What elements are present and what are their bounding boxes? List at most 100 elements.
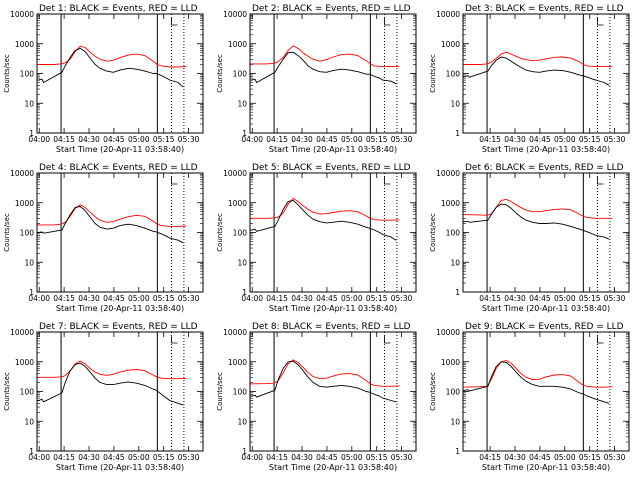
x-axis-label: Start Time (20-Apr-11 03:58:40) (269, 145, 397, 154)
x-tick-label: 05:00 (341, 294, 363, 303)
y-tick-label: 1 (29, 447, 34, 456)
events-series-line (250, 199, 397, 241)
x-tick-label: 04:30 (78, 453, 100, 462)
chart-title: Det 1: BLACK = Events, RED = LLD (39, 4, 198, 14)
events-series-line (37, 47, 184, 88)
x-tick-label: 04:30 (291, 453, 313, 462)
y-tick-label: 100 (446, 388, 461, 397)
x-tick-label: 05:30 (178, 135, 200, 144)
x-tick-label: 04:30 (504, 294, 526, 303)
x-tick-label: 04:45 (529, 453, 551, 462)
chart-title: Det 3: BLACK = Events, RED = LLD (465, 4, 624, 14)
x-tick-label: 04:00 (28, 294, 50, 303)
lld-series-line (462, 198, 613, 219)
interval-bracket (171, 336, 178, 344)
x-axis-label: Start Time (20-Apr-11 03:58:40) (269, 304, 397, 313)
y-tick-label: 10000 (10, 10, 34, 19)
plot-frame (249, 13, 417, 134)
y-tick-label: 10 (24, 258, 34, 267)
x-tick-label: 05:15 (579, 294, 601, 303)
x-tick-label: 05:30 (604, 453, 626, 462)
y-tick-label: 1 (242, 129, 247, 138)
y-tick-label: 10000 (223, 169, 247, 178)
y-tick-label: 10000 (436, 169, 460, 178)
x-tick-label: 05:00 (128, 453, 150, 462)
x-tick-label: 04:30 (291, 135, 313, 144)
y-tick-label: 10 (24, 99, 34, 108)
x-tick-label: 04:30 (78, 294, 100, 303)
x-tick-label: 04:15 (266, 294, 288, 303)
plot-frame (36, 13, 204, 134)
y-tick-label: 10000 (436, 10, 460, 19)
chart-title: Det 9: BLACK = Events, RED = LLD (465, 322, 624, 332)
y-tick-label: 100 (233, 70, 248, 79)
chart-title: Det 4: BLACK = Events, RED = LLD (39, 163, 198, 173)
x-tick-label: 04:00 (241, 135, 263, 144)
plot-frame (249, 331, 417, 452)
y-tick-label: 1 (242, 447, 247, 456)
x-tick-label: 05:00 (554, 135, 576, 144)
interval-bracket (384, 336, 391, 344)
x-tick-label: 05:15 (366, 135, 388, 144)
y-tick-label: 10000 (436, 328, 460, 337)
x-tick-label: 04:45 (103, 453, 125, 462)
events-series-line (463, 56, 610, 86)
x-axis-label: Start Time (20-Apr-11 03:58:40) (482, 145, 610, 154)
x-tick-label: 05:15 (153, 294, 175, 303)
chart-title: Det 6: BLACK = Events, RED = LLD (465, 163, 624, 173)
x-tick-label: 04:45 (529, 294, 551, 303)
y-tick-label: 100 (20, 229, 35, 238)
y-tick-label: 10000 (223, 10, 247, 19)
x-tick-label: 05:00 (554, 294, 576, 303)
y-tick-label: 10 (450, 99, 460, 108)
x-tick-label: 05:30 (178, 453, 200, 462)
x-tick-label: 05:15 (153, 135, 175, 144)
chart-panel-8: Det 8: BLACK = Events, RED = LLD Counts/s… (216, 322, 417, 472)
chart-title: Det 5: BLACK = Events, RED = LLD (252, 163, 411, 173)
y-tick-label: 10 (237, 99, 247, 108)
interval-bracket (384, 177, 391, 185)
y-axis-label: Counts/sec (216, 213, 224, 252)
lld-series-line (463, 51, 613, 68)
lld-series-line (250, 197, 400, 221)
x-tick-label: 04:00 (241, 294, 263, 303)
plot-frame (462, 172, 630, 293)
y-tick-label: 10 (237, 258, 247, 267)
x-tick-label: 05:30 (391, 135, 413, 144)
y-tick-label: 1000 (228, 199, 247, 208)
lld-series-line (462, 360, 613, 388)
x-tick-label: 04:45 (529, 135, 551, 144)
x-tick-label: 04:15 (479, 453, 501, 462)
y-tick-label: 10 (24, 417, 34, 426)
chart-panel-7: Det 7: BLACK = Events, RED = LLD Counts/s… (3, 322, 204, 472)
x-tick-label: 05:30 (604, 294, 626, 303)
interval-bracket (597, 336, 604, 344)
y-tick-label: 100 (233, 388, 248, 397)
y-tick-label: 100 (233, 229, 248, 238)
y-tick-label: 1000 (15, 358, 34, 367)
y-tick-label: 10000 (10, 169, 34, 178)
events-series-line (250, 51, 397, 85)
events-series-line (463, 203, 610, 240)
x-tick-label: 05:15 (153, 453, 175, 462)
x-tick-label: 05:00 (128, 135, 150, 144)
x-tick-label: 05:15 (579, 135, 601, 144)
plot-frame (462, 331, 630, 452)
y-tick-label: 100 (20, 70, 35, 79)
x-tick-label: 04:15 (479, 135, 501, 144)
events-series-line (37, 362, 184, 406)
x-axis-label: Start Time (20-Apr-11 03:58:40) (56, 463, 184, 472)
lld-series-line (249, 359, 400, 387)
events-series-line (250, 360, 397, 403)
y-tick-label: 1000 (15, 199, 34, 208)
y-axis-label: Counts/sec (3, 372, 11, 411)
chart-title: Det 2: BLACK = Events, RED = LLD (252, 4, 411, 14)
x-tick-label: 05:00 (341, 135, 363, 144)
y-axis-label: Counts/sec (3, 213, 11, 252)
y-axis-label: Counts/sec (3, 54, 11, 93)
y-tick-label: 1000 (441, 199, 460, 208)
x-tick-label: 04:15 (53, 135, 75, 144)
y-tick-label: 100 (446, 229, 461, 238)
y-axis-label: Counts/sec (216, 54, 224, 93)
chart-panel-9: Det 9: BLACK = Events, RED = LLD Counts/s… (429, 322, 630, 472)
